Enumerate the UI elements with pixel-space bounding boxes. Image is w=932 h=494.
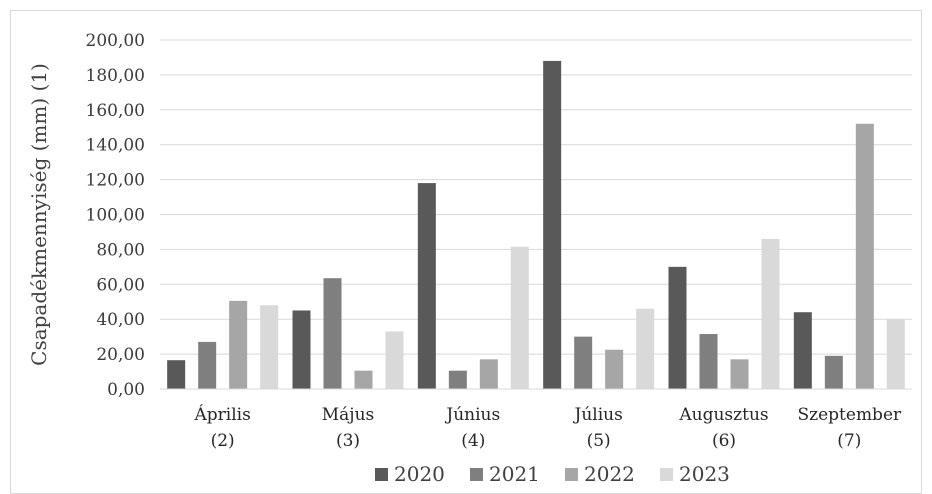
gridlines [160,39,912,355]
x-category-sublabel: (4) [461,431,485,451]
legend-label-2021: 2021 [489,462,540,486]
y-tick-label: 80,00 [96,240,145,260]
bar-2021-1 [323,278,342,389]
y-tick-label: 200,00 [86,31,145,51]
x-category-label: Június [444,405,500,425]
bar-2020-2 [417,183,436,389]
bar-2023-1 [385,331,404,389]
bar-2023-4 [761,238,780,389]
bar-2020-4 [668,266,687,389]
x-category-label: Szeptember [798,405,903,425]
bar-2022-0 [229,300,248,389]
y-tick-label: 140,00 [86,136,145,156]
bar-2020-5 [793,312,812,389]
bar-2021-0 [198,341,217,389]
legend: 2020 2021 2022 2023 [375,462,730,486]
y-tick-label: 180,00 [86,66,145,86]
bar-2021-4 [699,334,718,389]
bar-2020-3 [543,60,562,389]
bar-2020-1 [292,310,311,389]
x-category-sublabel: (2) [211,431,235,451]
y-axis-ticks: 0,00 20,00 40,00 60,00 80,00 100,00 120,00 140,… [86,31,145,400]
bar-2021-3 [574,336,593,389]
x-category-sublabel: (3) [336,431,360,451]
x-category-label: Április [194,404,251,425]
bar-2022-3 [605,349,624,389]
bar-2023-3 [636,308,655,389]
legend-label-2020: 2020 [394,462,445,486]
y-tick-label: 160,00 [86,101,145,121]
bar-2022-4 [730,359,749,389]
bars [167,60,905,389]
bar-2023-0 [260,305,279,389]
legend-swatch-2020 [375,468,388,481]
x-axis-categories: Április (2) Május (3) Június (4) Július (5) Augu… [194,404,903,451]
legend-swatch-2023 [660,468,673,481]
y-tick-label: 40,00 [96,310,145,330]
bar-2022-1 [354,370,373,389]
bar-2022-2 [479,359,498,389]
y-tick-label: 20,00 [96,345,145,365]
x-category-sublabel: (6) [712,431,736,451]
y-tick-label: 120,00 [86,171,145,191]
x-category-sublabel: (7) [837,431,861,451]
y-tick-label: 100,00 [86,206,145,226]
bar-2022-5 [855,123,874,389]
bar-2023-2 [510,246,529,389]
legend-swatch-2021 [470,468,483,481]
y-tick-label: 60,00 [96,275,145,295]
y-tick-label: 0,00 [107,380,145,400]
legend-swatch-2022 [565,468,578,481]
legend-label-2023: 2023 [679,462,730,486]
bar-2021-2 [448,370,467,389]
x-category-label: Augusztus [678,405,768,425]
x-category-label: Július [573,405,623,425]
bar-2021-5 [824,355,843,389]
x-category-label: Május [322,405,375,425]
y-axis-label: Csapadékmennyiség (mm) (1) [27,63,51,366]
bar-2023-5 [886,319,905,389]
bar-2020-0 [167,360,186,389]
x-category-sublabel: (5) [587,431,611,451]
legend-label-2022: 2022 [584,462,635,486]
